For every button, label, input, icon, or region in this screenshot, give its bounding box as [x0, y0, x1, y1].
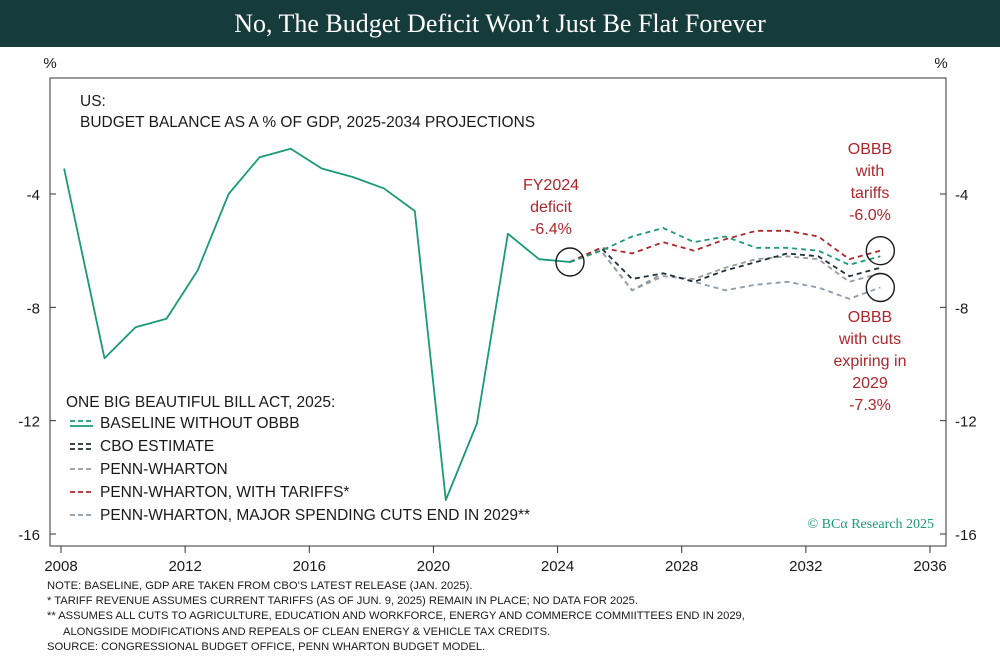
series-line-cuts_end	[569, 249, 881, 300]
annotation-text-with_cuts: -7.3%	[849, 397, 891, 414]
annotation-text-with_cuts: expiring in	[834, 353, 907, 370]
y-unit-right: %	[934, 55, 947, 72]
y-tick-label-left: -4	[27, 187, 40, 204]
series-line-tariffs	[569, 229, 881, 263]
note-line-4: ALONGSIDE MODIFICATIONS AND REPEALS OF C…	[63, 625, 551, 638]
x-tick-label: 2016	[293, 558, 326, 575]
annotation-circle-fy2024	[555, 247, 585, 277]
y-tick-label-right: -16	[955, 527, 977, 544]
legend-label-cbo: CBO ESTIMATE	[100, 438, 214, 455]
annotation-text-fy2024: deficit	[530, 199, 572, 216]
annotation-text-with_tariffs: -6.0%	[849, 207, 891, 224]
x-tick-label: 2036	[913, 558, 946, 575]
budget-balance-chart: % % US: BUDGET BALANCE AS A % OF GDP, 20…	[18, 55, 977, 575]
annotation-text-with_cuts: 2029	[852, 375, 888, 392]
annotation-text-fy2024: -6.4%	[530, 221, 572, 238]
note-line-5: SOURCE: CONGRESSIONAL BUDGET OFFICE, PEN…	[47, 640, 486, 653]
legend-label-tariffs: PENN-WHARTON, WITH TARIFFS*	[100, 484, 349, 501]
annotation-text-with_tariffs: with	[855, 163, 884, 180]
annotation-circle-with_cuts	[865, 272, 896, 303]
legend-label-baseline: BASELINE WITHOUT OBBB	[100, 415, 300, 432]
y-tick-label-right: -12	[955, 414, 977, 431]
y-tick-label-right: -8	[955, 300, 968, 317]
legend-label-cuts_end: PENN-WHARTON, MAJOR SPENDING CUTS END IN…	[100, 507, 530, 524]
annotation-circle-with_tariffs	[865, 235, 896, 266]
x-tick-label: 2008	[44, 558, 77, 575]
y-tick-label-left: -12	[18, 414, 40, 431]
legend-label-penn_wharton: PENN-WHARTON	[100, 461, 228, 478]
y-tick-label-right: -4	[955, 187, 968, 204]
annotation-text-fy2024: FY2024	[523, 177, 579, 194]
x-tick-label: 2028	[665, 558, 698, 575]
plot-frame	[49, 77, 947, 547]
note-line-1: NOTE: BASELINE, GDP ARE TAKEN FROM CBO’S…	[47, 580, 473, 592]
footnotes: NOTE: BASELINE, GDP ARE TAKEN FROM CBO’S…	[47, 579, 977, 655]
annotation-text-with_cuts: with cuts	[838, 331, 901, 348]
annotation-text-with_tariffs: OBBB	[848, 141, 892, 158]
x-tick-label: 2024	[541, 558, 574, 575]
y-unit-left: %	[43, 55, 56, 72]
series-line-baseline-history	[63, 147, 571, 501]
note-line-2: * TARIFF REVENUE ASSUMES CURRENT TARIFFS…	[47, 595, 638, 608]
x-tick-label: 2032	[789, 558, 822, 575]
legend: ONE BIG BEAUTIFUL BILL ACT, 2025: BASELI…	[66, 394, 530, 524]
annotation-text-with_tariffs: tariffs	[851, 185, 890, 202]
legend-title: ONE BIG BEAUTIFUL BILL ACT, 2025:	[66, 394, 335, 411]
y-tick-label-left: -16	[18, 527, 40, 544]
x-tick-label: 2012	[168, 558, 201, 575]
series-line-cbo	[569, 246, 881, 283]
y-tick-label-left: -8	[27, 300, 40, 317]
annotation-text-with_cuts: OBBB	[848, 309, 892, 326]
series-line-baseline-projection	[569, 227, 881, 266]
panel-title-line2: BUDGET BALANCE AS A % OF GDP, 2025-2034 …	[80, 114, 535, 131]
panel-title-line1: US:	[80, 93, 106, 110]
x-tick-label: 2020	[417, 558, 450, 575]
note-line-3: ** ASSUMES ALL CUTS TO AGRICULTURE, EDUC…	[47, 610, 745, 623]
chart-banner-title: No, The Budget Deficit Won’t Just Be Fla…	[0, 0, 1000, 47]
source-credit: © BCα Research 2025	[808, 517, 934, 532]
